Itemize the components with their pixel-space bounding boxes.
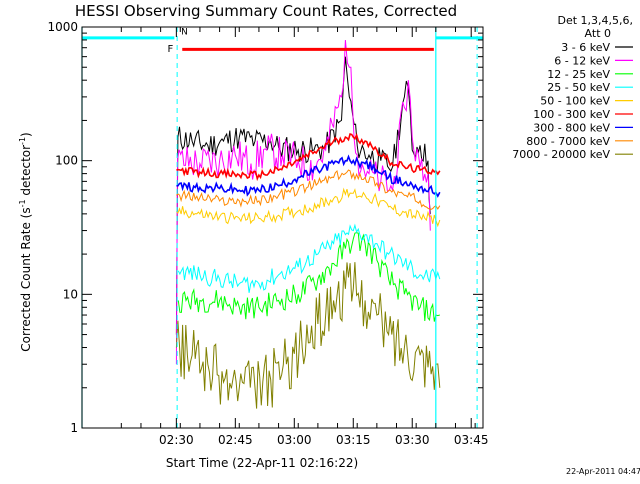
series-line <box>177 232 440 322</box>
legend-header: Det 1,3,4,5,6, <box>557 14 633 27</box>
y-tick-label: 1000 <box>47 20 78 34</box>
series-line <box>175 262 441 409</box>
y-axis-label-sup-2: -1 <box>18 137 27 145</box>
x-tick-label: 02:45 <box>218 433 253 447</box>
series-line <box>177 223 441 293</box>
y-axis-label-main: Corrected Count Rate (s <box>19 207 33 351</box>
legend-entry-label: 6 - 12 keV <box>554 54 610 67</box>
y-axis-label-mid: detector <box>19 145 33 200</box>
y-tick-label: 10 <box>63 287 78 301</box>
y-tick-label: 1 <box>70 421 78 435</box>
series-line <box>176 132 441 182</box>
plot-area: FN <box>81 27 483 428</box>
legend-entry-label: 300 - 800 keV <box>533 121 610 134</box>
x-tick-label: 03:00 <box>277 433 312 447</box>
series-line <box>176 187 441 228</box>
plot-frame <box>81 26 484 429</box>
series-line <box>175 56 431 335</box>
x-axis-label: Start Time (22-Apr-11 02:16:22) <box>166 456 358 470</box>
x-tick-label: 03:30 <box>395 433 430 447</box>
chart-title: HESSI Observing Summary Count Rates, Cor… <box>75 2 457 20</box>
series-line <box>176 154 441 198</box>
series-line <box>176 169 441 210</box>
x-tick-label: 02:30 <box>159 433 194 447</box>
series-line <box>175 39 431 365</box>
y-tick-label: 100 <box>55 154 78 168</box>
x-tick-label: 03:45 <box>454 433 489 447</box>
legend-entry-label: 7000 - 20000 keV <box>512 148 610 161</box>
night-marker: N <box>181 27 188 37</box>
generation-timestamp: 22-Apr-2011 04:47 <box>566 467 640 476</box>
legend-entry-label: 25 - 50 keV <box>547 81 610 94</box>
x-tick-label: 03:15 <box>336 433 371 447</box>
legend-entry-label: 100 - 300 keV <box>533 108 610 121</box>
legend-header: Att 0 <box>585 27 611 40</box>
flare-marker: F <box>167 44 173 55</box>
legend-entry-label: 50 - 100 keV <box>540 95 610 108</box>
legend-entry-label: 12 - 25 keV <box>547 68 610 81</box>
y-axis-label-end: ) <box>19 132 33 137</box>
y-axis-label: Corrected Count Rate (s-1 detector-1) <box>18 132 33 351</box>
y-axis-label-sup-1: -1 <box>18 199 27 207</box>
legend-entry-label: 800 - 7000 keV <box>526 135 610 148</box>
legend-entry-label: 3 - 6 keV <box>561 41 610 54</box>
